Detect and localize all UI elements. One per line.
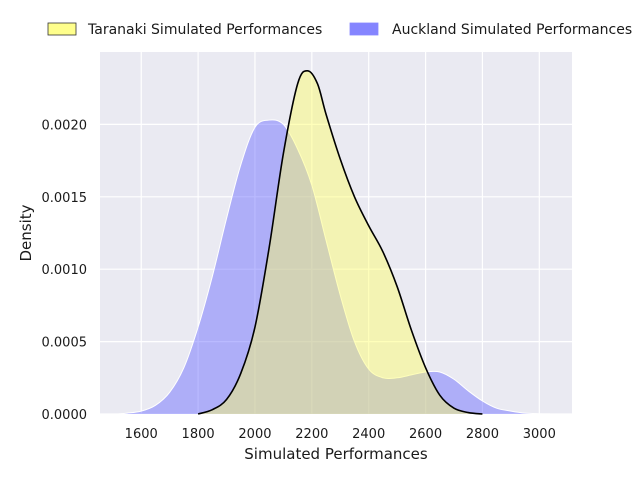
y-tick-label: 0.0015 (42, 191, 88, 206)
y-tick-label: 0.0000 (42, 408, 88, 423)
density-area-taranaki (198, 70, 483, 414)
x-tick-label: 2800 (466, 427, 499, 442)
y-axis-ticks: 0.0000 0.0005 0.0010 0.0015 0.0020 (42, 118, 88, 423)
legend-swatch-auckland (349, 22, 379, 36)
x-tick-label: 2600 (409, 427, 442, 442)
y-tick-label: 0.0020 (42, 118, 88, 133)
y-tick-label: 0.0005 (42, 336, 88, 351)
y-tick-label: 0.0010 (42, 263, 88, 278)
x-tick-label: 2000 (238, 427, 271, 442)
x-tick-label: 2200 (295, 427, 328, 442)
x-tick-label: 3000 (523, 427, 556, 442)
plot-area (100, 52, 572, 414)
density-line-auckland (118, 119, 551, 415)
y-axis-label: Density (17, 204, 35, 261)
x-tick-label: 1800 (182, 427, 215, 442)
density-line-taranaki (197, 70, 483, 415)
legend-swatch-taranaki (47, 22, 77, 36)
series-layer (118, 70, 551, 415)
x-tick-label: 1600 (125, 427, 158, 442)
x-axis-label: Simulated Performances (244, 445, 428, 463)
legend: Taranaki Simulated Performances Auckland… (47, 22, 632, 38)
legend-label-auckland: Auckland Simulated Performances (392, 22, 632, 38)
density-area-auckland (118, 119, 551, 414)
x-axis-ticks: 1600 1800 2000 2200 2400 2600 2800 3000 (125, 427, 556, 442)
x-tick-label: 2400 (352, 427, 385, 442)
grid-lines (100, 52, 572, 415)
legend-label-taranaki: Taranaki Simulated Performances (87, 22, 322, 38)
